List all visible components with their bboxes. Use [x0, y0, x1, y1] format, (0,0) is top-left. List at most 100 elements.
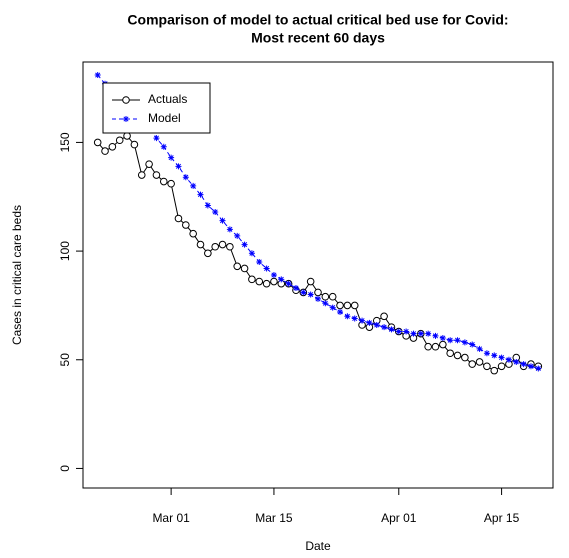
series-line [97, 135, 539, 372]
model-point [417, 330, 424, 337]
actual-point [123, 132, 131, 140]
y-tick-label: 150 [58, 132, 72, 152]
y-tick-label: 50 [58, 353, 72, 367]
model-point [168, 154, 175, 161]
model-point [204, 202, 211, 209]
model-point [285, 280, 292, 287]
model-point [94, 72, 101, 79]
model-point [263, 265, 270, 272]
actual-point [270, 277, 278, 286]
actual-point [439, 340, 447, 349]
actual-point [490, 366, 499, 375]
model-point [513, 358, 520, 365]
actual-point [314, 288, 322, 297]
model-point [256, 258, 263, 265]
actual-point [321, 292, 330, 301]
legend-label: Actuals [148, 92, 187, 106]
model-point [153, 135, 160, 142]
model-point [483, 350, 490, 357]
model-point [366, 319, 373, 326]
actual-point [174, 214, 183, 223]
model-point [300, 289, 307, 296]
model-point [381, 324, 388, 331]
actual-point [328, 292, 337, 301]
actual-point [182, 221, 190, 229]
actual-point [233, 262, 242, 271]
legend-marker [123, 116, 129, 122]
x-axis-label: Date [305, 539, 331, 553]
actual-point [350, 301, 359, 310]
actual-point [130, 140, 139, 149]
actual-point [262, 279, 271, 288]
actual-point [145, 160, 153, 168]
actual-point [475, 358, 484, 366]
actual-point [483, 362, 491, 371]
model-point [520, 361, 527, 368]
actual-point [431, 342, 440, 351]
model-point [403, 328, 410, 335]
actual-point [468, 360, 477, 368]
actual-point [424, 342, 432, 351]
legend-box [102, 82, 211, 134]
model-point [197, 191, 204, 198]
model-point [337, 308, 344, 315]
model-point [219, 217, 226, 224]
model-point [469, 341, 476, 348]
model-point [329, 304, 336, 311]
actual-point [306, 277, 315, 286]
actual-point [226, 242, 234, 251]
actual-point [152, 171, 161, 179]
x-tick-label: Apr 01 [381, 511, 417, 525]
model-point [351, 315, 358, 322]
model-point [461, 339, 468, 346]
actual-point [248, 275, 256, 284]
model-point [395, 328, 402, 335]
actual-point [108, 142, 117, 151]
model-point [175, 163, 182, 170]
actual-point [167, 179, 175, 188]
model-point [432, 332, 439, 339]
legend-label: Model [148, 111, 181, 125]
model-point [410, 330, 417, 337]
actual-point [101, 147, 109, 155]
model-point [373, 321, 380, 328]
model-point [498, 354, 505, 361]
model-point [190, 182, 197, 189]
model-point [278, 276, 285, 283]
model-point [491, 352, 498, 359]
model-point [505, 356, 512, 363]
model-point [535, 365, 542, 372]
model-point [315, 295, 321, 302]
model-point [307, 291, 314, 298]
actual-point [240, 264, 249, 273]
legend-marker [122, 96, 130, 104]
plot-frame [82, 61, 554, 489]
actual-point [453, 351, 462, 360]
model-point [454, 337, 461, 344]
actual-point [189, 229, 197, 238]
actual-point [137, 171, 146, 179]
actual-point [380, 312, 388, 321]
model-point [226, 226, 233, 233]
actual-point [461, 353, 469, 362]
model-point [447, 337, 454, 344]
model-point [322, 300, 329, 307]
actual-point [497, 362, 506, 371]
model-point [527, 363, 534, 370]
model-point [388, 326, 395, 333]
model-point [344, 313, 351, 320]
actual-point [343, 301, 352, 310]
actual-point [204, 249, 212, 258]
x-tick-label: Mar 15 [255, 511, 293, 525]
actual-point [115, 136, 124, 145]
model-point [270, 272, 277, 278]
model-point [160, 143, 167, 150]
model-point [212, 208, 219, 215]
model-point [425, 330, 432, 337]
actual-point [159, 177, 168, 186]
chart-subtitle: Most recent 60 days [251, 30, 385, 46]
model-point [292, 285, 299, 292]
model-point [241, 241, 248, 248]
model-point [234, 232, 241, 239]
